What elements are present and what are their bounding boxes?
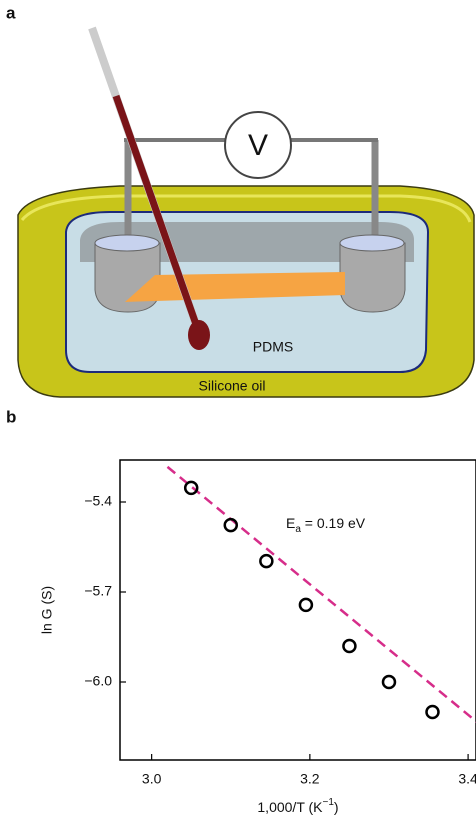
x-label-text: 1,000/T (K [257, 799, 323, 815]
data-point [185, 482, 197, 494]
y-axis-label: ln G (S) [39, 586, 55, 634]
x-tick-label: 3.4 [458, 771, 476, 787]
data-point [383, 676, 395, 688]
figure: a V PDMS Silicone oil b ln G (S) 1,000/T… [0, 0, 476, 822]
y-tick-label: −6.0 [84, 673, 112, 689]
data-point [343, 640, 355, 652]
electrode-top [340, 235, 404, 251]
oil-label: Silicone oil [199, 378, 266, 394]
data-point [260, 555, 272, 567]
x-tick-label: 3.2 [300, 771, 320, 787]
x-tick-label: 3.0 [142, 771, 162, 787]
data-point [300, 599, 312, 611]
annotation: Ea = 0.19 eV [286, 515, 366, 535]
plot-frame [120, 460, 476, 760]
data-point [225, 519, 237, 531]
thermometer-bulb [188, 320, 210, 350]
data-point [426, 706, 438, 718]
annotation-text: = 0.19 eV [301, 515, 366, 531]
electrode-top [95, 235, 159, 251]
voltmeter-label: V [248, 129, 268, 162]
pdms-label: PDMS [253, 339, 293, 355]
y-tick-label: −5.7 [84, 583, 112, 599]
panel-label: a [6, 3, 16, 22]
diagram: V PDMS Silicone oil [18, 28, 474, 397]
x-label-sup: −1 [323, 797, 335, 808]
x-axis-label: 1,000/T (K−1) [257, 797, 338, 815]
annotation-symbol: E [286, 515, 295, 531]
y-tick-label: −5.4 [84, 493, 112, 509]
x-label-suffix: ) [334, 799, 339, 815]
fit-line [167, 467, 476, 744]
panel-label: b [6, 407, 16, 426]
electrode-right [340, 243, 405, 312]
